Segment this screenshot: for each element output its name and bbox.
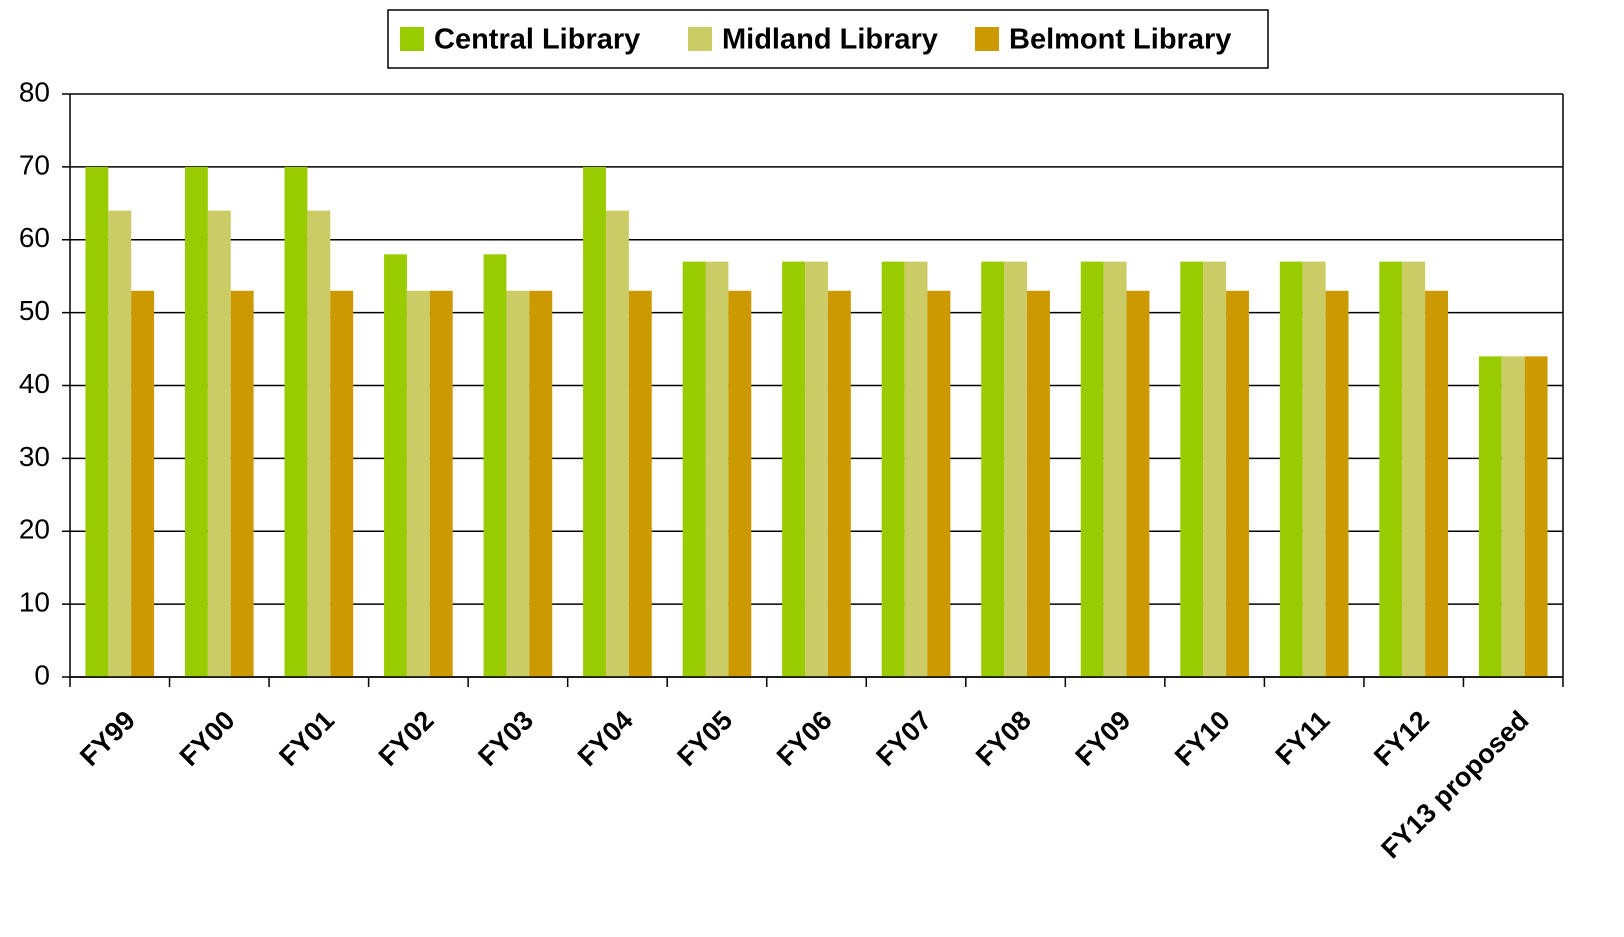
x-tick-label: FY10 [1169,705,1236,772]
bar [1226,290,1249,677]
x-tick-label: FY01 [273,705,340,772]
bar [1379,261,1403,677]
bar [184,166,208,677]
x-tick-label: FY09 [1070,705,1137,772]
bar [705,261,729,677]
bar [506,290,530,677]
bar [1524,356,1548,677]
bar [1080,261,1104,677]
x-tick-label: FY05 [671,705,738,772]
x-tick-label: FY03 [472,705,539,772]
bar [583,166,606,677]
bar [1325,290,1349,677]
bar [1126,290,1150,677]
bar [230,290,254,677]
y-tick-label: 20 [19,514,50,545]
x-tick-label: FY11 [1270,705,1336,771]
bar [1027,290,1050,677]
x-tick-label: FY00 [174,705,241,772]
y-tick-label: 30 [19,441,50,472]
x-tick-label: FY99 [74,705,141,772]
x-tick-label: FY08 [970,705,1037,772]
bar [1402,261,1426,677]
bar [805,261,828,677]
legend-swatch [688,27,712,51]
bar [384,254,407,677]
y-tick-label: 70 [19,149,50,180]
bar [406,290,430,677]
legend-swatch [400,27,424,51]
bar [881,261,905,677]
y-tick-label: 40 [19,368,50,399]
x-tick-label: FY06 [771,705,838,772]
y-tick-label: 0 [34,659,50,690]
bar [131,290,155,677]
legend [387,9,1269,69]
y-tick-label: 10 [19,587,50,618]
bar [207,210,231,677]
bar [927,290,951,677]
legend-label: Belmont Library [1009,24,1231,56]
bar [284,166,308,677]
bar [1501,356,1525,677]
x-tick-label: FY12 [1368,705,1435,772]
legend-label: Central Library [434,24,640,56]
bar [1279,261,1303,677]
y-tick-label: 50 [19,295,50,326]
bar [1425,290,1449,677]
x-tick-label: FY02 [373,705,440,772]
bar [108,210,132,677]
x-tick-label: FY07 [870,705,937,772]
bar [1478,356,1502,677]
bar [827,290,851,677]
legend-label: Midland Library [722,24,938,56]
bar [1103,261,1127,677]
bar [330,290,354,677]
x-tick-label: FY04 [572,705,639,772]
bar [529,290,553,677]
y-tick-label: 80 [19,76,50,107]
bar [605,210,629,677]
bar [682,261,706,677]
bar [1302,261,1326,677]
bar [1203,261,1227,677]
bar [782,261,806,677]
bar [307,210,331,677]
y-tick-label: 60 [19,222,50,253]
bar [85,166,109,677]
bar [904,261,928,677]
bar [429,290,453,677]
bar [981,261,1005,677]
bar [1004,261,1028,677]
bar [728,290,752,677]
legend-swatch [975,27,999,51]
bar [1180,261,1204,677]
bar [628,290,652,677]
bar [483,254,507,677]
